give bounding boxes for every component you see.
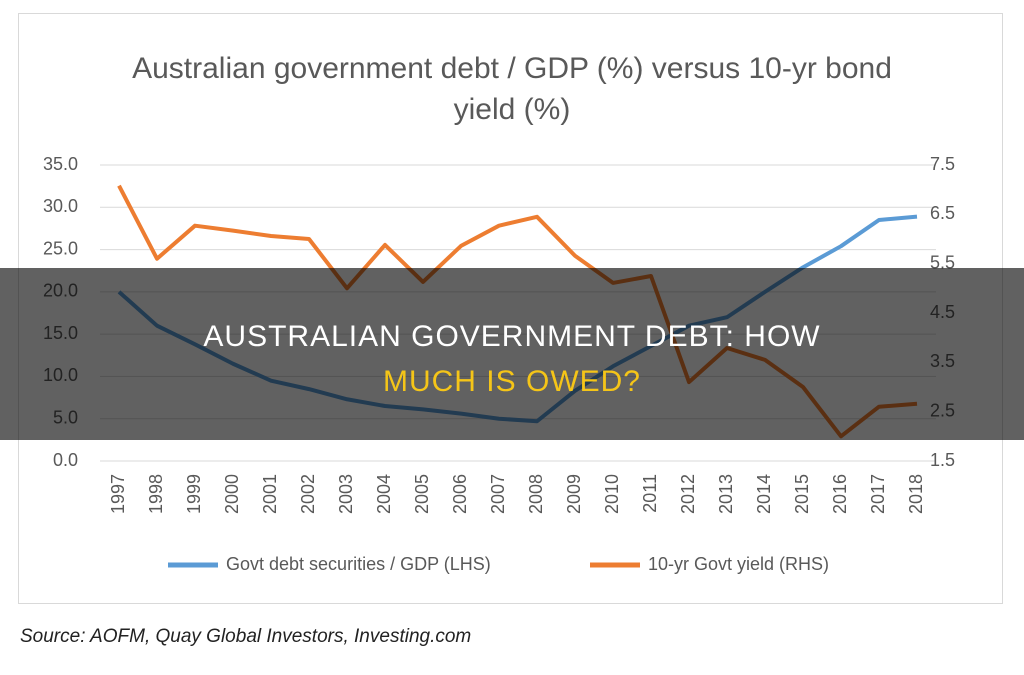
overlay-title: MUCH IS OWED? [382, 365, 641, 398]
x-tick-label: 1999 [184, 474, 204, 514]
x-tick-label: 2000 [222, 474, 242, 514]
x-tick-label: 2010 [602, 474, 622, 514]
y2-tick-label: 6.5 [930, 203, 955, 223]
overlay-banner: AUSTRALIAN GOVERNMENT DEBT: HOW MUCH IS … [0, 268, 1024, 440]
x-tick-label: 2005 [412, 474, 432, 514]
x-tick-label: 2012 [678, 474, 698, 514]
legend-label: Govt debt securities / GDP (LHS) [226, 554, 491, 574]
y-tick-label: 35.0 [43, 154, 78, 174]
x-tick-label: 2006 [450, 474, 470, 514]
y2-tick-label: 7.5 [930, 154, 955, 174]
x-tick-label: 2018 [906, 474, 926, 514]
overlay-title: AUSTRALIAN GOVERNMENT DEBT: HOW [203, 320, 821, 353]
y-tick-label: 0.0 [53, 450, 78, 470]
x-tick-label: 2003 [336, 474, 356, 514]
x-tick-label: 1998 [146, 474, 166, 514]
x-tick-label: 2007 [488, 474, 508, 514]
x-tick-label: 2015 [792, 474, 812, 514]
x-tick-label: 2002 [298, 474, 318, 514]
legend-label: 10-yr Govt yield (RHS) [648, 554, 829, 574]
x-tick-label: 2017 [868, 474, 888, 514]
y2-tick-label: 5.5 [930, 252, 955, 272]
x-tick-label: 2013 [716, 474, 736, 514]
source-note: Source: AOFM, Quay Global Investors, Inv… [20, 626, 472, 647]
y-tick-label: 25.0 [43, 238, 78, 258]
y-tick-label: 30.0 [43, 196, 78, 216]
x-tick-label: 2011 [640, 474, 660, 513]
x-tick-label: 2016 [830, 474, 850, 514]
y2-tick-label: 1.5 [930, 450, 955, 470]
x-tick-label: 1997 [108, 474, 128, 514]
x-tick-label: 2009 [564, 474, 584, 514]
x-tick-label: 2008 [526, 474, 546, 514]
x-tick-label: 2014 [754, 474, 774, 514]
chart-title: Australian government debt / GDP (%) ver… [132, 52, 892, 126]
x-tick-label: 2004 [374, 474, 394, 514]
x-tick-label: 2001 [260, 474, 280, 514]
